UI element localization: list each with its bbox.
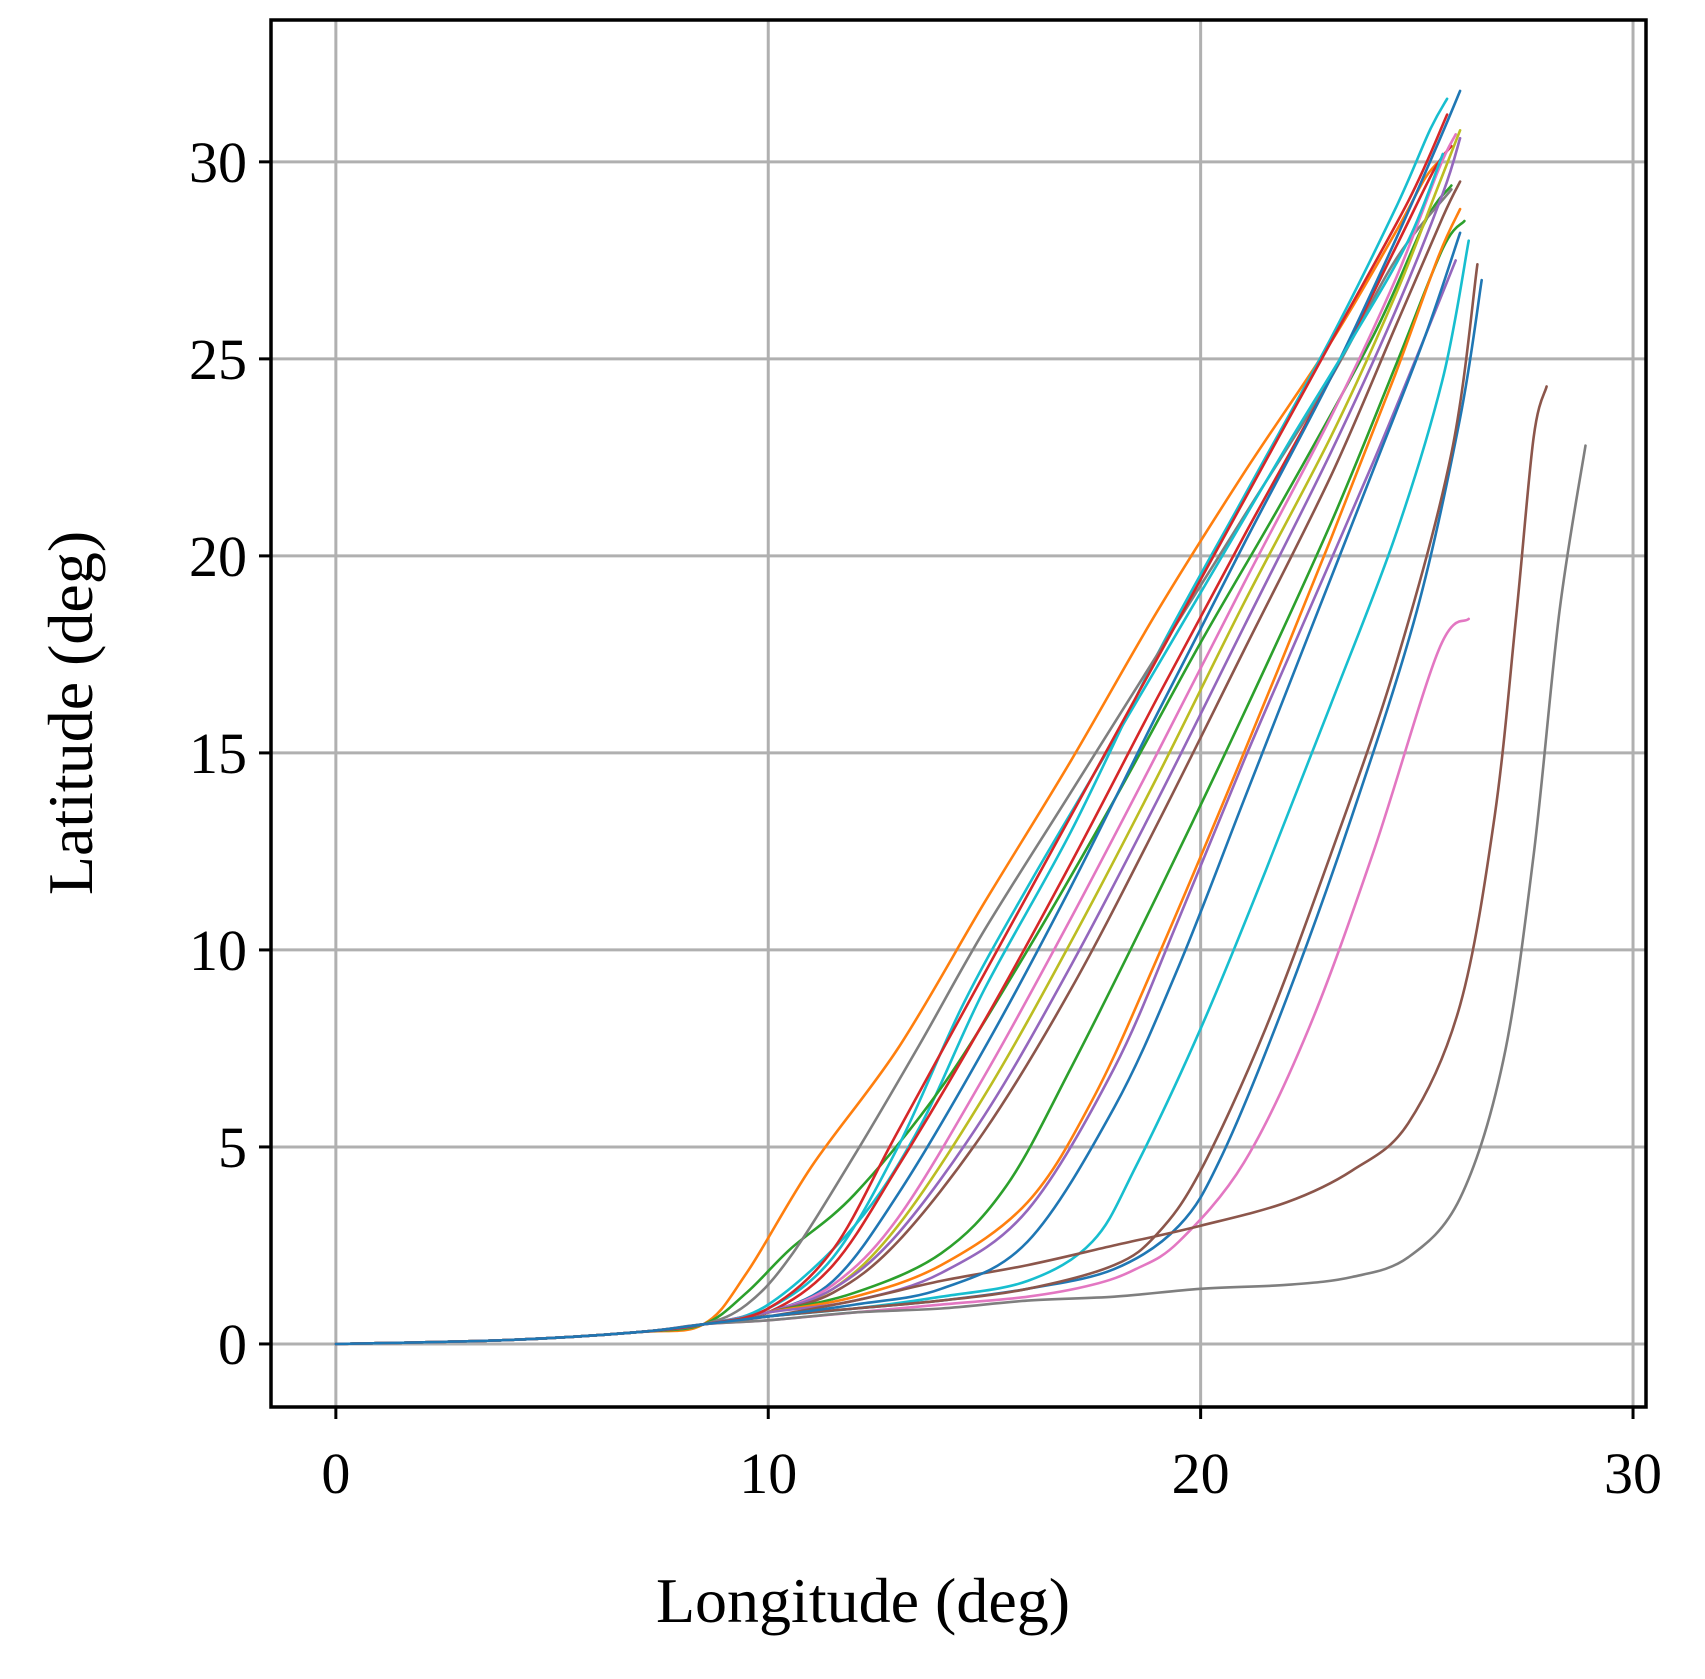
x-tick-label: 30 bbox=[1604, 1441, 1662, 1506]
series-line-traj-05 bbox=[334, 144, 1453, 1346]
y-tick-label: 10 bbox=[189, 918, 247, 983]
series-line-traj-12 bbox=[334, 207, 1462, 1346]
x-axis-title: Longitude (deg) bbox=[656, 1565, 1070, 1636]
y-tick-label: 5 bbox=[218, 1115, 247, 1180]
y-tick-label: 25 bbox=[189, 327, 247, 392]
series-line-traj-15 bbox=[334, 278, 1483, 1346]
grid bbox=[271, 20, 1646, 1407]
ticks: 0 10 20 30 0 5 10 15 20 25 30 bbox=[189, 130, 1662, 1506]
series-line-traj-08 bbox=[334, 129, 1462, 1346]
y-tick-label: 0 bbox=[218, 1312, 247, 1377]
x-tick-label: 20 bbox=[1172, 1441, 1230, 1506]
series-line-traj-19 bbox=[334, 444, 1587, 1346]
series-line-traj-18 bbox=[334, 385, 1548, 1346]
series-line-traj-11 bbox=[334, 219, 1466, 1346]
x-tick-label: 10 bbox=[739, 1441, 797, 1506]
series-line-traj-20 bbox=[334, 152, 1445, 1346]
series-line-traj-06 bbox=[334, 89, 1462, 1346]
plot-frame bbox=[269, 18, 1648, 1409]
series-line-traj-22 bbox=[334, 231, 1462, 1346]
series-line-traj-10 bbox=[334, 180, 1462, 1346]
series-line-traj-14 bbox=[334, 239, 1470, 1346]
y-tick-label: 30 bbox=[189, 130, 247, 195]
y-tick-label: 20 bbox=[189, 524, 247, 589]
y-axis-title: Latitude (deg) bbox=[35, 531, 106, 895]
series-line-traj-07 bbox=[334, 133, 1457, 1346]
y-tick-label: 15 bbox=[189, 721, 247, 786]
series-group bbox=[334, 89, 1587, 1346]
x-tick-label: 0 bbox=[321, 1441, 350, 1506]
